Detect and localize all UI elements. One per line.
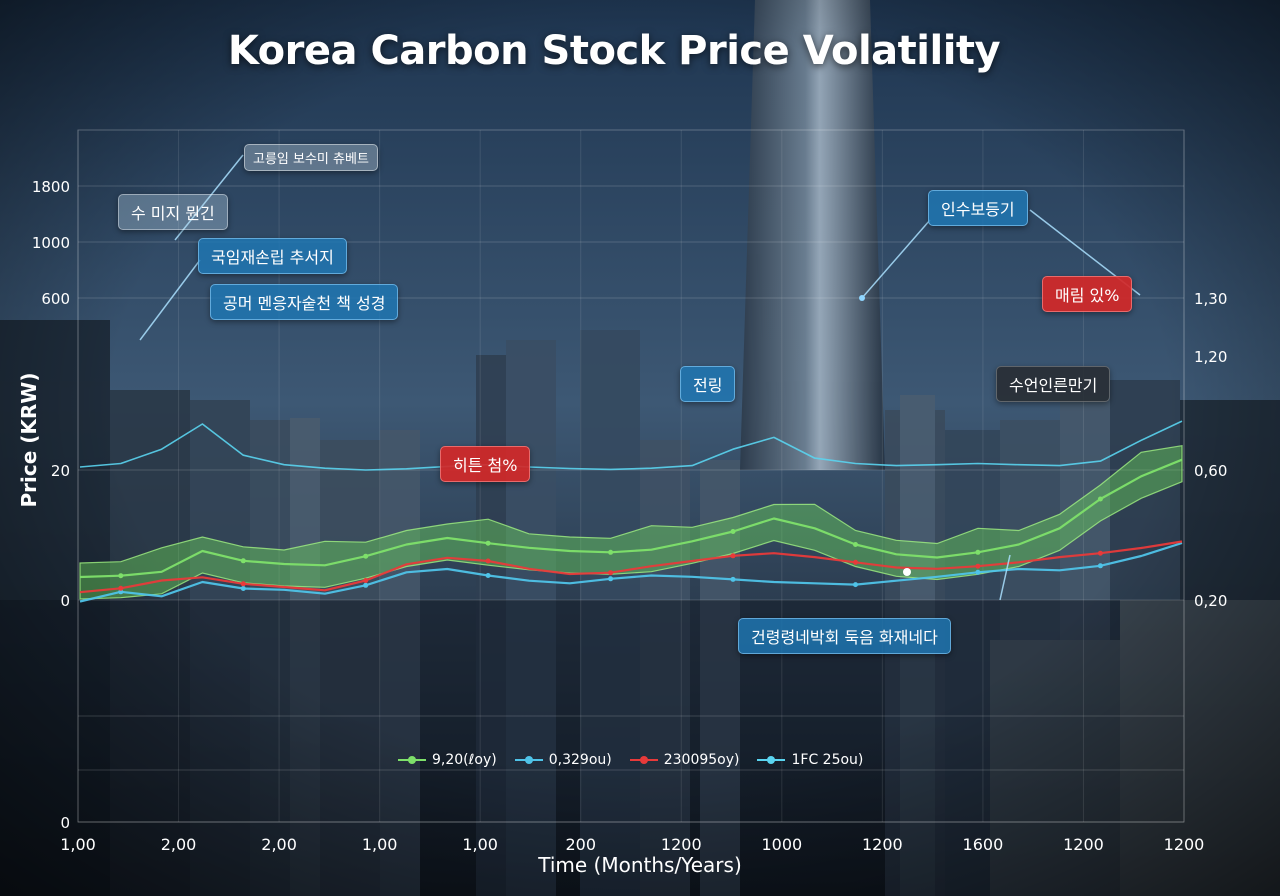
chart-title: Korea Carbon Stock Price Volatility — [227, 28, 1001, 74]
callout-top-note: 고릉임 보수미 츄베트 — [244, 144, 378, 171]
legend-item: 230095oy) — [629, 752, 740, 768]
callout-blue-5: 건령령네박회 둑음 화재네다 — [738, 618, 951, 654]
series-point-2 — [118, 589, 124, 595]
x-tick-label: 1,00 — [60, 835, 96, 854]
series-layer — [79, 420, 1183, 603]
x-tick-label: 1000 — [761, 835, 802, 854]
callout-blue-3: 전링 — [680, 366, 736, 402]
y-tick-label-right: 1,30 — [1194, 290, 1227, 308]
callout-blue-4: 인수보등기 — [928, 190, 1028, 226]
series-point-1 — [485, 540, 491, 546]
y-tick-label: 0 — [60, 814, 70, 832]
series-point-3 — [1097, 550, 1103, 556]
x-tick-label: 200 — [565, 835, 596, 854]
callout-blue-1: 국임재손립 추서지 — [198, 238, 347, 274]
series-band-green — [79, 444, 1183, 600]
legend-label: 1FC 25ou) — [791, 752, 864, 768]
pointer-dot — [859, 295, 865, 301]
callout-left-label: 수 미지 뭔긴 — [118, 194, 228, 230]
legend-item: 1FC 25ou) — [757, 752, 863, 768]
y-tick-label: 1000 — [32, 234, 70, 252]
series-line-1 — [79, 458, 1183, 579]
callout-red-1: 히튼 첨% — [440, 446, 531, 482]
series-point-2 — [730, 576, 736, 582]
callout-pointers — [139, 154, 1141, 601]
x-tick-label: 1200 — [661, 835, 702, 854]
series-point-2 — [240, 586, 246, 591]
series-point-1 — [118, 573, 124, 579]
series-line-4 — [79, 420, 1183, 471]
series-point-3 — [240, 581, 246, 587]
y-axis-label: Price (KRW) — [17, 373, 41, 508]
series-point-1 — [240, 558, 246, 564]
series-point-1 — [730, 529, 736, 534]
legend-label: 9,20(ℓoy) — [432, 752, 497, 768]
x-tick-label: 1200 — [1164, 835, 1205, 854]
x-tick-label: 2,00 — [161, 835, 197, 854]
series-point-1 — [363, 553, 369, 559]
legend-item: 0,329ou) — [514, 752, 612, 768]
legend-swatch — [398, 754, 426, 766]
legend-swatch — [514, 754, 543, 766]
grid-lines — [77, 129, 1185, 823]
y-tick-label: 1800 — [32, 178, 70, 196]
series-point-3 — [485, 558, 491, 564]
series-point-1 — [1097, 496, 1103, 502]
series-point-2 — [975, 569, 981, 575]
series-point-1 — [975, 549, 981, 555]
y-tick-label-right: 1,20 — [1194, 348, 1227, 366]
y-tick-label-right: 0,60 — [1194, 462, 1227, 480]
series-point-2 — [853, 582, 858, 588]
x-axis-label: Time (Months/Years) — [537, 853, 742, 877]
legend-label: 230095oy) — [663, 752, 740, 768]
series-bands — [79, 444, 1183, 600]
legend-item: 9,20(ℓoy) — [398, 752, 497, 768]
callout-blue-2: 공머 멘응자숱천 책 성경 — [210, 284, 399, 320]
x-tick-label: 1,00 — [362, 835, 398, 854]
callout-dark: 수언인른만기 — [996, 366, 1111, 402]
y-tick-label: 0 — [60, 592, 70, 610]
series-point-2 — [363, 582, 369, 588]
series-point-3 — [363, 578, 369, 583]
series-point-3 — [975, 563, 981, 569]
y-tick-label: 600 — [41, 290, 70, 308]
series-point-2 — [485, 573, 491, 578]
series-point-2 — [1097, 563, 1103, 569]
legend-swatch — [629, 754, 658, 766]
series-point-1 — [853, 542, 858, 547]
legend-swatch — [757, 754, 786, 766]
series-point-2 — [608, 576, 614, 582]
y-tick-label: 20 — [51, 462, 70, 480]
x-tick-label: 1200 — [862, 835, 903, 854]
series-line-2 — [79, 541, 1183, 603]
tick-labels: 1,00 2,00 2,00 1,00 1,00 200 1200 1000 1200 1600 1… — [32, 178, 1228, 854]
callout-red-2: 매림 있% — [1042, 276, 1133, 312]
series-line-3 — [79, 540, 1183, 594]
legend-label: 0,329ou) — [548, 752, 612, 768]
x-tick-label: 2,00 — [261, 835, 297, 854]
series-point-3 — [730, 553, 736, 559]
series-point-1 — [608, 549, 614, 555]
x-tick-label: 1200 — [1063, 835, 1104, 854]
legend: 9,20(ℓoy) 0,329ou) 230095oy) 1FC 25ou) — [398, 752, 863, 768]
series-point-3 — [853, 559, 858, 565]
series-point-3 — [118, 585, 124, 591]
x-tick-label: 1,00 — [462, 835, 498, 854]
marker-dot — [903, 568, 911, 576]
series-point-3 — [608, 570, 614, 576]
y-tick-label-right: 0,20 — [1194, 592, 1227, 610]
x-tick-label: 1600 — [963, 835, 1004, 854]
